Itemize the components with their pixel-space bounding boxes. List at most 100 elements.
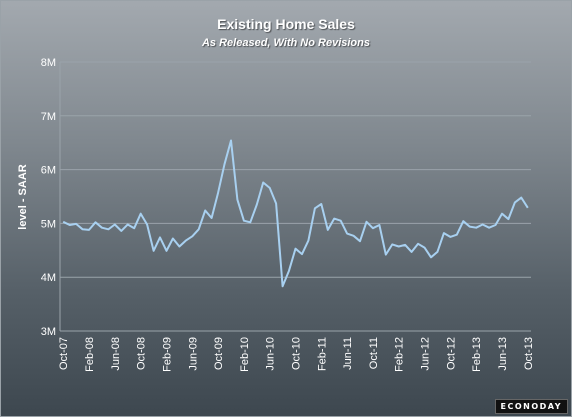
- chart-subtitle: As Released, With No Revisions: [201, 37, 370, 49]
- x-tick-label: Jun-12: [420, 337, 432, 371]
- data-point: [327, 229, 329, 231]
- data-point: [436, 251, 438, 253]
- data-point: [282, 285, 284, 287]
- data-point: [501, 213, 503, 215]
- data-point: [307, 240, 309, 242]
- series-line: [62, 139, 529, 288]
- data-point: [275, 202, 277, 204]
- data-point: [88, 229, 90, 231]
- data-point: [224, 163, 226, 165]
- data-point: [346, 233, 348, 235]
- data-point: [320, 203, 322, 205]
- x-tick-label: Feb-13: [471, 337, 483, 372]
- data-point: [69, 224, 71, 226]
- x-tick-label: Jun-08: [110, 337, 122, 371]
- data-point: [411, 251, 413, 253]
- data-point: [211, 217, 213, 219]
- data-point: [495, 224, 497, 226]
- data-point: [153, 250, 155, 252]
- x-tick-label: Oct-12: [445, 337, 457, 370]
- data-point: [127, 223, 129, 225]
- x-tick-label: Oct-08: [136, 337, 148, 370]
- data-point: [256, 204, 258, 206]
- x-tick-label: Oct-07: [58, 337, 70, 370]
- data-point: [204, 209, 206, 211]
- data-point: [482, 223, 484, 225]
- data-point: [417, 243, 419, 245]
- data-point: [120, 230, 122, 232]
- data-point: [372, 227, 374, 229]
- data-point: [243, 220, 245, 222]
- data-point: [424, 247, 426, 249]
- data-point: [456, 234, 458, 236]
- data-point: [385, 254, 387, 256]
- data-point: [249, 221, 251, 223]
- data-point: [165, 250, 167, 252]
- y-tick-label: 4M: [41, 272, 56, 284]
- data-point: [295, 248, 297, 250]
- data-point: [391, 243, 393, 245]
- data-point: [443, 232, 445, 234]
- y-tick-label: 5M: [41, 218, 56, 230]
- data-point: [314, 207, 316, 209]
- data-point: [301, 253, 303, 255]
- y-tick-label: 8M: [41, 57, 56, 69]
- data-point: [146, 223, 148, 225]
- data-point: [172, 237, 174, 239]
- data-point: [469, 226, 471, 228]
- data-point: [133, 227, 135, 229]
- x-tick-label: Oct-10: [291, 337, 303, 370]
- data-point: [82, 228, 84, 230]
- data-point: [114, 223, 116, 225]
- data-point: [191, 235, 193, 237]
- econoday-logo: ECONODAY: [494, 399, 568, 414]
- data-point: [449, 236, 451, 238]
- x-tick-label: Oct-13: [523, 337, 535, 370]
- y-tick-label: 6M: [41, 165, 56, 177]
- data-point: [340, 220, 342, 222]
- data-point: [404, 244, 406, 246]
- x-tick-label: Jun-10: [265, 337, 277, 371]
- data-point: [488, 227, 490, 229]
- x-tick-label: Feb-10: [239, 337, 251, 372]
- y-axis-label: level - SAAR: [17, 164, 29, 229]
- x-tick-label: Jun-09: [187, 337, 199, 371]
- data-point: [198, 228, 200, 230]
- data-point: [217, 192, 219, 194]
- data-point: [159, 236, 161, 238]
- data-point: [359, 240, 361, 242]
- data-point: [507, 218, 509, 220]
- data-point: [365, 221, 367, 223]
- data-point: [94, 221, 96, 223]
- data-point: [107, 228, 109, 230]
- data-point: [236, 199, 238, 201]
- data-point: [269, 187, 271, 189]
- data-point: [520, 197, 522, 199]
- data-point: [140, 213, 142, 215]
- x-tick-label: Feb-11: [316, 337, 328, 371]
- data-point: [378, 224, 380, 226]
- data-point: [333, 218, 335, 220]
- data-point: [262, 182, 264, 184]
- x-tick-label: Oct-11: [368, 337, 380, 369]
- x-axis-tick-labels: Oct-07 Feb-08 Jun-08 Oct-08 Feb-09 Jun-09 Oct-…: [58, 337, 535, 372]
- data-point: [475, 227, 477, 229]
- data-point: [288, 270, 290, 272]
- data-point: [185, 240, 187, 242]
- data-point: [527, 207, 529, 209]
- data-point: [353, 235, 355, 237]
- x-tick-label: Jun-11: [342, 337, 354, 370]
- y-tick-label: 7M: [41, 111, 56, 123]
- x-tick-label: Oct-09: [213, 337, 225, 370]
- y-tick-label: 3M: [41, 326, 56, 338]
- x-tick-label: Feb-12: [394, 337, 406, 372]
- data-point: [230, 140, 232, 142]
- chart-title: Existing Home Sales: [217, 16, 355, 32]
- data-point: [398, 246, 400, 248]
- x-tick-label: Jun-13: [497, 337, 509, 371]
- data-point: [178, 246, 180, 248]
- data-point: [430, 256, 432, 258]
- x-tick-label: Feb-08: [84, 337, 96, 372]
- x-tick-label: Feb-09: [161, 337, 173, 372]
